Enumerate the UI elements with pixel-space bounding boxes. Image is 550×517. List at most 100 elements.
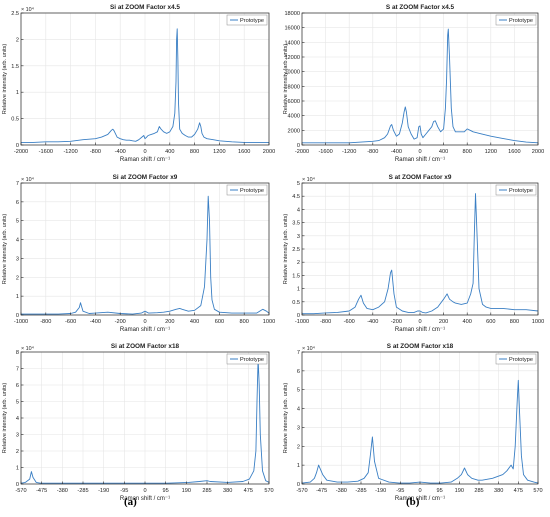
y-tick-label: 1: [297, 287, 300, 293]
x-tick-label: 95: [163, 488, 169, 494]
y-tick-label: 0: [297, 143, 300, 149]
y-tick-label: 6: [297, 369, 300, 375]
chart-1: -2000 -1600 -1200 -800 -400 0 400 800 1200 1600 20…: [2, 4, 275, 163]
y-tick-label: 2.5: [292, 247, 300, 253]
y-tick-label: 4: [297, 407, 300, 413]
chart-title: S at ZOOM Factor x18: [387, 343, 454, 350]
x-tick-label: 0: [143, 149, 146, 155]
x-axis-label: Raman shift / cm⁻¹: [395, 157, 445, 163]
y-tick-label: 2: [16, 449, 19, 455]
chart-title: Si at ZOOM Factor x18: [111, 343, 180, 350]
y-tick-label: 2: [16, 275, 19, 281]
x-tick-label: 2000: [532, 149, 544, 155]
x-tick-label: 570: [533, 488, 542, 494]
x-tick-label: -570: [15, 488, 26, 494]
x-tick-label: -380: [336, 488, 347, 494]
x-tick-label: 200: [439, 319, 448, 325]
chart-2: -2000 -1600 -1200 -800 -400 0 400 800 1200 1600 20…: [283, 4, 544, 163]
x-tick-label: -1600: [318, 149, 332, 155]
x-tick-label: 1000: [263, 319, 275, 325]
x-tick-label: 285: [202, 488, 211, 494]
x-tick-label: -475: [316, 488, 327, 494]
y-tick-label: 1: [16, 466, 19, 472]
x-tick-label: 600: [215, 319, 224, 325]
legend-box: [495, 14, 537, 26]
x-tick-label: 0: [143, 319, 146, 325]
legend-label: Prototype: [240, 357, 264, 363]
x-tick-label: 800: [463, 149, 472, 155]
y-tick-label: 4: [297, 207, 300, 213]
x-tick-label: 95: [437, 488, 443, 494]
x-tick-label: 1600: [238, 149, 250, 155]
x-tick-label: 1000: [532, 319, 544, 325]
series-line: [302, 193, 539, 315]
y-axis-label: Relative intensity (arb. units): [283, 214, 289, 285]
y-tick-label: 1: [16, 90, 19, 96]
x-tick-label: -1200: [342, 149, 356, 155]
chart-5: -570 -475 -380 -285 -190 -95 0 95 190 285 380 475 57…: [2, 343, 274, 502]
chart-title: Si at ZOOM Factor x4.5: [110, 4, 180, 11]
x-tick-label: -1000: [295, 319, 309, 325]
legend: Prototype: [495, 184, 537, 196]
x-tick-label: -285: [355, 488, 366, 494]
y-tick-label: 6000: [288, 99, 300, 105]
y-tick-label: 18000: [284, 11, 300, 17]
y-axis-label: Relative intensity (arb. units): [2, 383, 8, 454]
x-tick-label: -400: [90, 319, 101, 325]
x-tick-label: 400: [463, 319, 472, 325]
x-tick-label: 475: [244, 488, 253, 494]
x-tick-label: -190: [375, 488, 386, 494]
y-tick-label: 10000: [284, 70, 300, 76]
y-tick-label: 5: [297, 181, 300, 187]
chart-3: -1000 -800 -600 -400 -200 0 200 400 600 800 1000 0 1…: [2, 174, 275, 333]
y-tick-label: 2.5: [11, 11, 19, 17]
y-axis-label: Relative intensity (arb. units): [283, 383, 289, 454]
legend-box: [226, 184, 268, 196]
x-tick-label: -800: [320, 319, 331, 325]
x-tick-label: -95: [120, 488, 128, 494]
x-tick-label: 0: [418, 149, 421, 155]
y-tick-label: 1: [297, 463, 300, 469]
x-tick-label: 190: [455, 488, 464, 494]
y-tick-label: 4.5: [292, 194, 300, 200]
x-axis-label: Raman shift / cm⁻¹: [395, 327, 445, 333]
y-tick-label: 4: [16, 238, 19, 244]
legend-label: Prototype: [509, 357, 533, 363]
x-axis-label: Raman shift / cm⁻¹: [120, 327, 170, 333]
y-tick-label: 1.5: [11, 64, 19, 70]
y-tick-label: 0: [16, 143, 19, 149]
panel-label-b: (b): [406, 496, 420, 508]
x-tick-label: -200: [391, 319, 402, 325]
legend-box: [226, 14, 268, 26]
x-tick-label: -200: [115, 319, 126, 325]
series-line: [21, 28, 269, 143]
y-tick-label: 0.5: [11, 117, 19, 123]
x-tick-label: 0: [143, 488, 146, 494]
legend: Prototype: [226, 184, 268, 196]
x-tick-label: 2000: [263, 149, 275, 155]
x-tick-label: 285: [474, 488, 483, 494]
y-tick-label: 0: [297, 482, 300, 488]
x-tick-label: -190: [98, 488, 109, 494]
x-tick-label: 380: [223, 488, 232, 494]
x-tick-label: -475: [36, 488, 47, 494]
y-tick-label: 3.5: [292, 221, 300, 227]
chart-4: -1000 -800 -600 -400 -200 0 200 400 600 800 1000 0 0…: [283, 174, 544, 333]
y-tick-label: 3: [16, 256, 19, 262]
legend-box: [226, 353, 268, 365]
chart-6: -570 -475 -380 -285 -190 -95 0 95 190 285 380 475 57…: [283, 343, 543, 502]
y-tick-label: 16000: [284, 26, 300, 32]
legend-label: Prototype: [240, 188, 264, 194]
legend-box: [495, 353, 537, 365]
x-tick-label: 1200: [485, 149, 497, 155]
x-axis-label: Raman shift / cm⁻¹: [120, 496, 170, 502]
y-tick-label: 5: [16, 400, 19, 406]
y-tick-label: 2: [297, 260, 300, 266]
y-tick-label: 6: [16, 383, 19, 389]
y-tick-label: 2000: [288, 128, 300, 134]
y-tick-label: 7: [16, 367, 19, 373]
chart-title: S at ZOOM Factor x9: [389, 174, 452, 181]
series-line: [301, 379, 539, 484]
x-tick-label: -600: [344, 319, 355, 325]
